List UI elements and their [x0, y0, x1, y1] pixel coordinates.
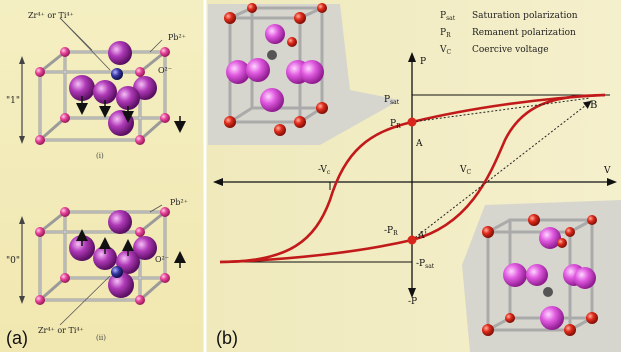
dashed-path-a-b — [411, 97, 591, 123]
inset-crystal-top — [208, 3, 400, 145]
panel-a-background — [0, 0, 205, 352]
legend-psat-symbol: Psat — [440, 11, 456, 22]
legend: Psat Saturation polarization PR Remanent… — [439, 11, 578, 56]
bottom-oxygen-label: O²⁻ — [155, 255, 169, 264]
neg-vc-label: -Vc — [318, 165, 331, 176]
dashed-path-aprime-b — [411, 100, 592, 241]
legend-pr-symbol: PR — [440, 28, 451, 39]
bottom-unit-cell — [19, 204, 186, 326]
axes — [220, 60, 610, 290]
y-axis-arrow-up — [408, 52, 416, 62]
legend-psat-text: Saturation polarization — [472, 11, 578, 21]
bottom-caption: (ii) — [96, 334, 106, 342]
hysteresis-lower-branch — [219, 93, 606, 264]
x-axis-arrow-right — [607, 178, 617, 186]
point-pr — [407, 117, 417, 127]
top-lead-label: Pb²⁺ — [168, 33, 186, 42]
top-caption: (i) — [96, 152, 104, 160]
y-axis-arrow-down — [408, 288, 416, 298]
point-neg-pr — [407, 235, 417, 245]
x-axis-positive-label: V — [603, 166, 611, 176]
point-aprime-label: A' — [417, 231, 427, 241]
top-oxygen-label: O²⁻ — [158, 66, 172, 75]
pr-label: PR — [390, 119, 401, 130]
neg-psat-label: -Psat — [416, 259, 435, 270]
bottom-state-label: "0" — [6, 256, 20, 266]
legend-vc-symbol: VC — [439, 45, 452, 56]
neg-pr-label: -PR — [384, 226, 398, 237]
vc-label: VC — [459, 165, 472, 176]
top-dopant-label: Zr⁴⁺ or Ti⁴⁺ — [28, 11, 74, 20]
inset-crystal-bottom — [462, 200, 621, 352]
x-axis-arrow-left — [213, 178, 223, 186]
panel-b-label: (b) — [216, 328, 238, 348]
top-state-label: "1" — [6, 96, 20, 106]
bottom-dopant-label: Zr⁴⁺ or Ti⁴⁺ — [38, 326, 84, 335]
y-axis-positive-label: P — [420, 57, 426, 67]
hysteresis-upper-branch — [219, 93, 606, 264]
y-axis-negative-label: -P — [408, 297, 417, 307]
psat-label: Psat — [384, 95, 400, 106]
top-unit-cell — [19, 17, 186, 145]
legend-pr-text: Remanent polarization — [472, 28, 576, 38]
point-b-label: B — [590, 100, 597, 111]
legend-vc-text: Coercive voltage — [472, 45, 549, 55]
point-a-label: A — [415, 139, 423, 149]
bottom-lead-label: Pb²⁺ — [170, 198, 188, 207]
panel-a-label: (a) — [6, 328, 28, 348]
